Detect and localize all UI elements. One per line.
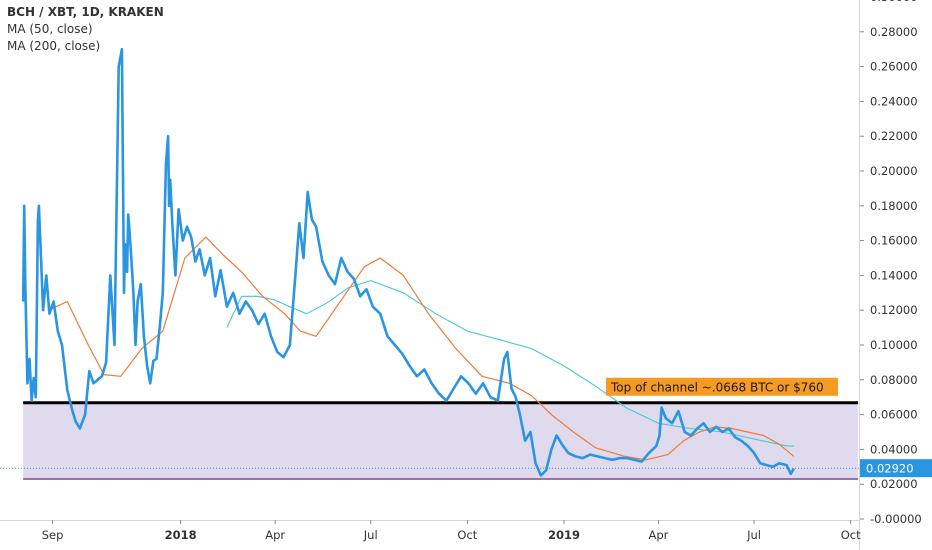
x-tick-label: Oct [841,528,861,542]
chart-legend[interactable]: BCH / XBT, 1D, KRAKEN MA (50, close) MA … [7,4,164,55]
x-tick-label: Oct [457,528,477,542]
x-tick-label: Sep [42,528,64,542]
last-price-label: 0.02920 [866,462,914,476]
ma200-legend-label[interactable]: MA (200, close) [7,39,101,53]
y-tick-label: 0.14000 [870,268,918,282]
price-axis[interactable]: -0.00000 0.02000 0.04000 0.06000 0.08000 0.10… [860,0,932,526]
y-tick-label: 0.24000 [870,94,918,108]
last-price-badge [860,459,932,478]
y-tick-label: 0.06000 [870,408,918,422]
y-tick-label: 0.18000 [870,199,918,213]
series-layer [21,47,796,477]
x-tick-label: 2019 [548,528,580,542]
x-tick-label: 2018 [165,528,197,542]
annotation-box[interactable] [606,377,838,396]
y-tick-label: -0.00000 [870,512,922,526]
x-tick-label: Jul [363,528,378,542]
annotation-text[interactable]: Top of channel ~.0668 BTC or $760 [610,380,824,394]
x-tick-label: Jul [746,528,761,542]
y-tick-label: 0.16000 [870,234,918,248]
y-tick-label: 0.02000 [870,477,918,491]
symbol-title[interactable]: BCH / XBT, 1D, KRAKEN [7,5,164,19]
y-tick-label: 0.12000 [870,303,918,317]
ma50-legend-label[interactable]: MA (50, close) [7,22,93,36]
y-tick-label: 0.26000 [870,60,918,74]
channel-layer [23,401,858,480]
channel-band [23,402,858,479]
y-tick-label: 0.28000 [870,25,918,39]
y-tick-label: 0.08000 [870,373,918,387]
time-axis[interactable]: Sep 2018 Apr Jul Oct 2019 Apr Jul Oct [42,520,861,542]
x-tick-label: Apr [265,528,285,542]
y-tick-label: 0.10000 [870,338,918,352]
x-tick-label: Apr [649,528,669,542]
y-tick-label: 0.22000 [870,129,918,143]
y-tick-label: 0.30000 [870,0,918,4]
y-tick-label: 0.20000 [870,164,918,178]
ma200-line[interactable] [226,280,794,447]
y-tick-label: 0.04000 [870,442,918,456]
ma50-line[interactable] [48,236,795,461]
annotation-layer[interactable]: Top of channel ~.0668 BTC or $760 [606,377,838,396]
price-line[interactable] [21,47,796,477]
